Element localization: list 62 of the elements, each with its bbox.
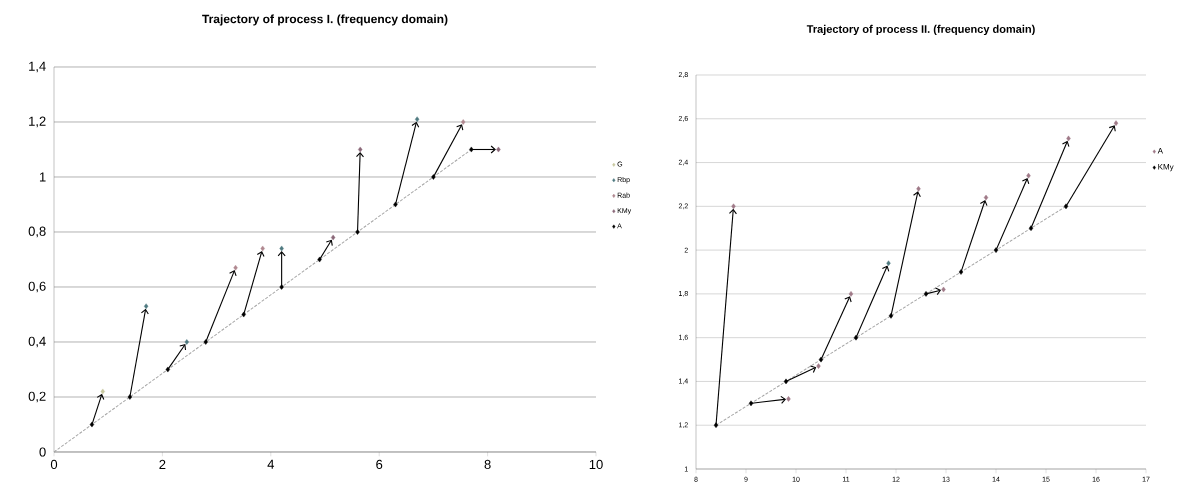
chart-title: Trajectory of process II. (frequency domain)	[806, 24, 1035, 36]
point	[993, 247, 999, 253]
y-tick-label: 0,8	[28, 226, 46, 238]
point	[713, 422, 719, 429]
y-tick-label: 0,6	[28, 281, 46, 293]
point	[888, 312, 894, 319]
point	[941, 286, 946, 293]
point	[393, 201, 398, 208]
point	[886, 260, 891, 267]
legend-label: A	[1157, 148, 1163, 154]
point	[461, 119, 466, 125]
point	[469, 146, 474, 153]
point	[184, 339, 189, 345]
x-tick-label: 6	[376, 459, 383, 469]
point	[923, 291, 929, 297]
point	[1063, 203, 1069, 210]
point	[241, 311, 246, 318]
point	[983, 194, 989, 201]
x-tick-label: 2	[159, 459, 166, 469]
point	[143, 303, 149, 310]
point	[89, 421, 95, 428]
x-tick-label: 8	[484, 459, 491, 469]
point	[1113, 120, 1119, 126]
point	[279, 284, 284, 290]
point	[816, 363, 821, 369]
point	[260, 245, 265, 252]
point	[848, 291, 854, 297]
point	[431, 174, 436, 180]
y-tick-label: 1,2	[29, 116, 46, 128]
y-tick-label: 1	[39, 172, 46, 182]
x-tick-label: 10	[589, 459, 603, 469]
point	[127, 394, 133, 400]
point	[203, 339, 208, 345]
x-tick-label: 4	[267, 459, 275, 469]
chart-title: Trajectory of process I. (frequency domain)	[202, 14, 448, 26]
legend-label: KMy	[1158, 164, 1174, 172]
point	[731, 203, 736, 210]
point	[415, 116, 420, 123]
point	[496, 146, 501, 153]
point	[100, 388, 105, 395]
point	[317, 256, 322, 263]
point	[783, 378, 789, 385]
point	[355, 229, 360, 235]
point	[748, 400, 754, 407]
x-tick-label: 0	[50, 459, 58, 469]
point	[1066, 135, 1071, 142]
point	[818, 356, 824, 363]
point	[786, 396, 791, 402]
y-tick-label: 1,4	[29, 61, 46, 73]
point	[916, 186, 921, 192]
point	[853, 334, 859, 341]
y-tick-label: 0	[39, 447, 46, 457]
point	[165, 366, 170, 373]
point	[1028, 225, 1034, 232]
point	[279, 245, 284, 252]
point	[358, 146, 363, 153]
point	[233, 264, 238, 271]
y-tick-label: 0,2	[28, 391, 46, 403]
point	[1026, 172, 1031, 179]
y-tick-label: 0,4	[28, 336, 46, 348]
point	[958, 269, 964, 275]
point	[330, 234, 336, 241]
